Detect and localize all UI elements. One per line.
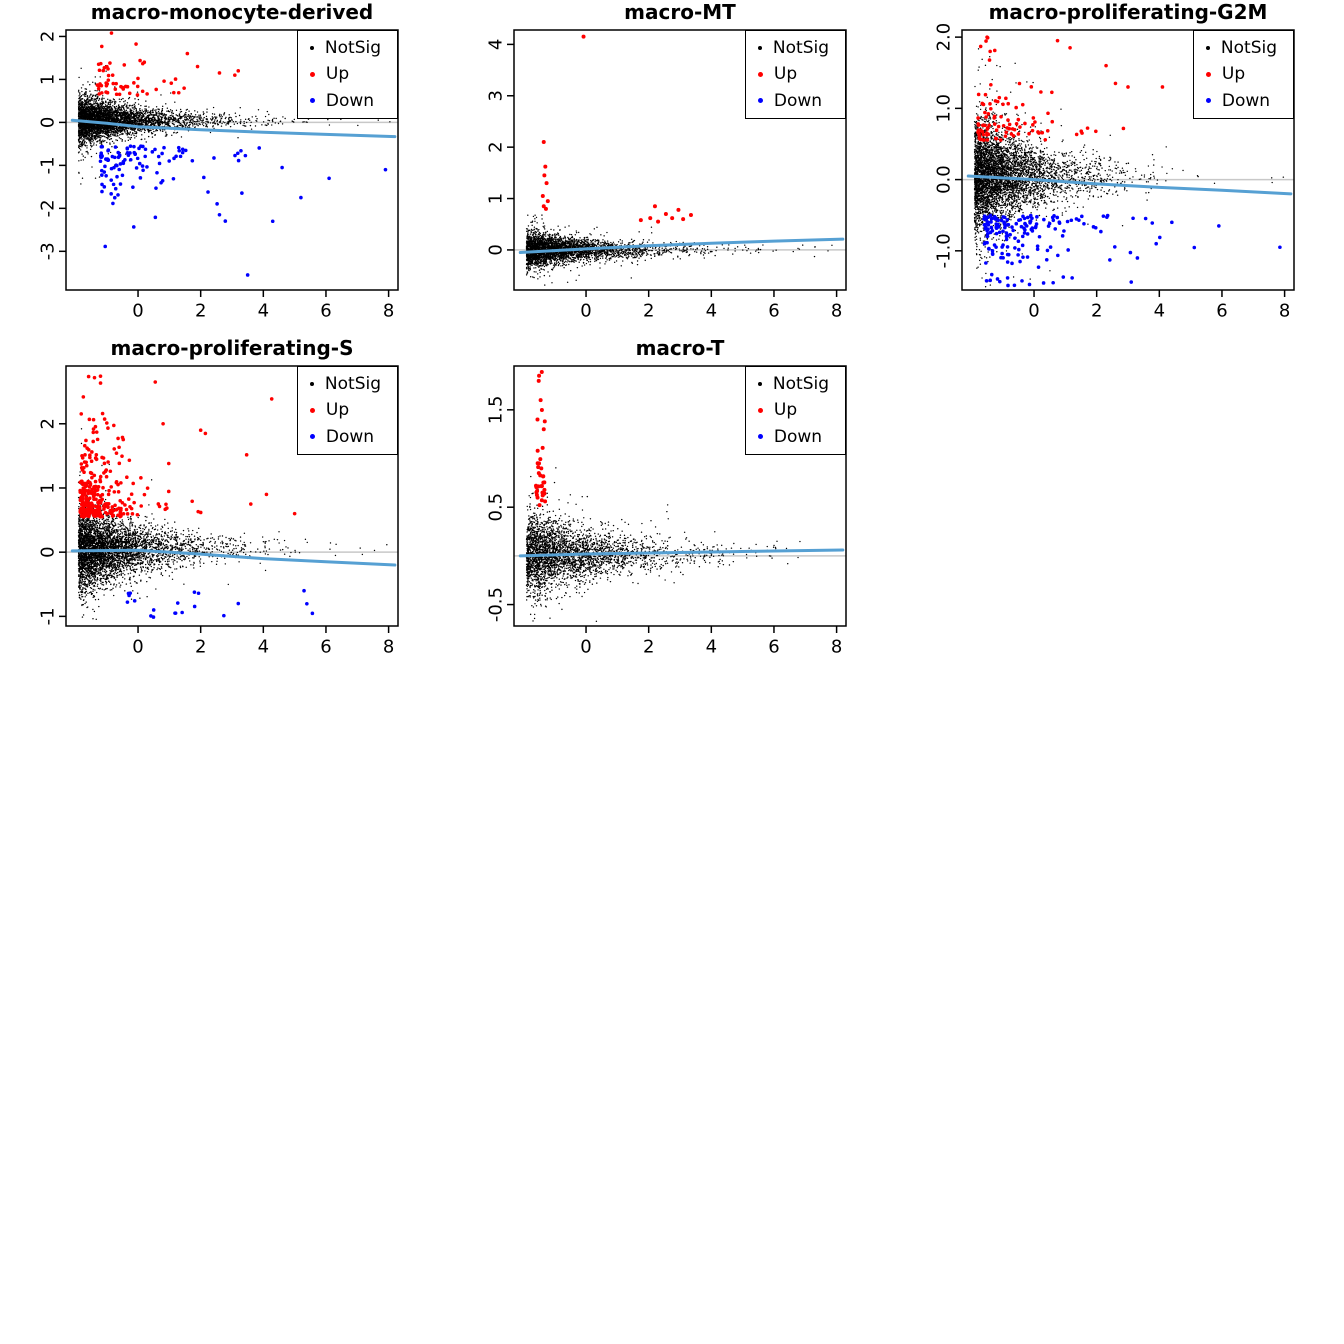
legend-down-marker-icon [309, 434, 315, 440]
legend-notsig-marker-icon [309, 46, 314, 51]
legend-up-label: Up [1221, 64, 1246, 85]
legend-up-label: Up [773, 400, 798, 421]
plot-title: macro-proliferating-G2M [988, 0, 1268, 24]
plot-title: macro-monocyte-derived [90, 0, 374, 24]
legend-row: Up [757, 64, 829, 85]
legend-row: Up [757, 400, 829, 421]
legend-up-marker-icon [309, 72, 315, 78]
plot-cell-macro-MT: macro-MT NotSig Up Down [448, 0, 896, 336]
legend-row: Down [1205, 90, 1277, 111]
legend-down-marker-icon [309, 98, 315, 104]
legend-down-marker-icon [1205, 98, 1211, 104]
legend-down-marker-icon [757, 434, 763, 440]
legend-row: NotSig [309, 38, 381, 58]
legend-notsig-label: NotSig [324, 38, 381, 58]
legend-row: Up [309, 64, 381, 85]
legend-box: NotSig Up Down [296, 30, 398, 120]
plot-cell-macro-proliferating-S: macro-proliferating-S NotSig Up Down [0, 336, 448, 672]
legend-down-label: Down [773, 90, 823, 111]
legend-notsig-marker-icon [309, 382, 314, 387]
plot-title: macro-T [635, 336, 725, 360]
legend-up-label: Up [773, 64, 798, 85]
legend-up-label: Up [325, 64, 350, 85]
legend-down-label: Down [325, 426, 375, 447]
plot-title: macro-MT [624, 0, 736, 24]
legend-row: Down [757, 426, 829, 447]
legend-down-label: Down [773, 426, 823, 447]
legend-box: NotSig Up Down [296, 366, 398, 456]
legend-row: Down [757, 90, 829, 111]
legend-row: NotSig [1205, 38, 1277, 58]
legend-notsig-label: NotSig [772, 38, 829, 58]
legend-notsig-marker-icon [1205, 46, 1210, 51]
legend-down-label: Down [325, 90, 375, 111]
legend-row: NotSig [757, 374, 829, 394]
legend-up-marker-icon [309, 408, 315, 414]
legend-notsig-label: NotSig [324, 374, 381, 394]
legend-notsig-label: NotSig [772, 374, 829, 394]
plot-cell-macro-monocyte-derived: macro-monocyte-derived NotSig Up Down [0, 0, 448, 336]
legend-notsig-marker-icon [757, 46, 762, 51]
legend-row: Down [309, 90, 381, 111]
legend-down-marker-icon [757, 98, 763, 104]
legend-box: NotSig Up Down [744, 30, 846, 120]
legend-up-label: Up [325, 400, 350, 421]
legend-row: Up [309, 400, 381, 421]
legend-up-marker-icon [757, 408, 763, 414]
plot-title: macro-proliferating-S [110, 336, 354, 360]
legend-notsig-label: NotSig [1220, 38, 1277, 58]
legend-row: NotSig [309, 374, 381, 394]
legend-box: NotSig Up Down [1192, 30, 1294, 120]
plot-cell-macro-proliferating-G2M: macro-proliferating-G2M NotSig Up Down [896, 0, 1344, 336]
legend-row: NotSig [757, 38, 829, 58]
plot-cell-macro-T: macro-T NotSig Up Down [448, 336, 896, 672]
legend-up-marker-icon [757, 72, 763, 78]
legend-row: Up [1205, 64, 1277, 85]
legend-up-marker-icon [1205, 72, 1211, 78]
legend-notsig-marker-icon [757, 382, 762, 387]
legend-down-label: Down [1221, 90, 1271, 111]
legend-row: Down [309, 426, 381, 447]
legend-box: NotSig Up Down [744, 366, 846, 456]
